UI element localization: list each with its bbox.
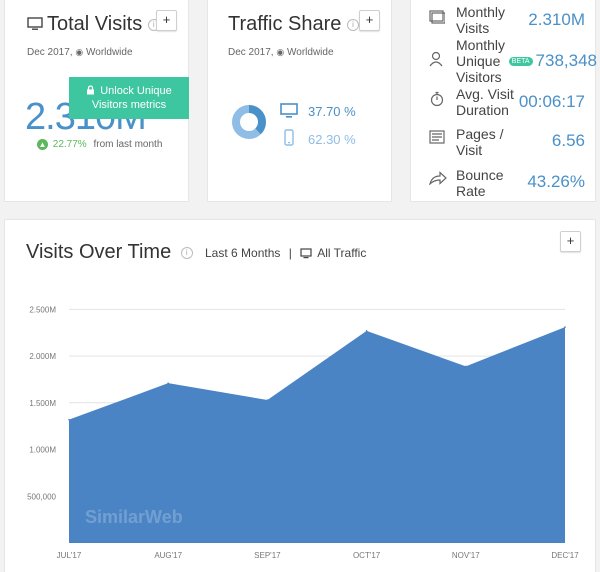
mobile-share-row: 62.30 %: [280, 129, 356, 147]
total-visits-title-row: Total Visits i: [27, 13, 160, 36]
total-visits-change: ▲ 22.77% from last month: [37, 139, 162, 150]
x-tick-label: OCT'17: [353, 551, 381, 560]
unlock-unique-visitors-button[interactable]: Unlock Unique Visitors metrics: [69, 77, 189, 119]
user-icon: [429, 51, 443, 67]
y-tick-label: 1.000M: [29, 446, 56, 455]
metric-label: Pages / Visit: [456, 126, 504, 158]
mobile-share-value: 62.30 %: [308, 132, 356, 147]
monitor-icon: [429, 10, 445, 24]
traffic-share-card: Traffic Share i + Dec 2017, ◉ Worldwide …: [207, 0, 392, 202]
total-visits-add-button[interactable]: +: [156, 10, 177, 31]
metric-value: 43.26%: [527, 172, 585, 191]
metric-value: 2.310M: [528, 10, 585, 29]
metric-label: Avg. Visit Duration: [456, 86, 514, 118]
unlock-line-1: Unlock Unique: [100, 85, 172, 97]
change-text: from last month: [93, 139, 163, 151]
y-tick-label: 1.500M: [29, 399, 56, 408]
visits-area-series: [69, 327, 565, 543]
subtitle-region: Worldwide: [287, 47, 334, 58]
globe-icon: ◉: [276, 47, 285, 57]
metric-value-row: BETA 738,348: [508, 51, 597, 71]
desktop-share-row: 37.70 %: [280, 103, 356, 119]
visits-area-chart: 500,000 1.000M 1.500M 2.000M 2.500M SimilarWe…: [27, 305, 579, 560]
donut-slice-mobile: [232, 105, 266, 139]
metric-label: Monthly Unique Visitors: [456, 37, 506, 85]
traffic-share-title-row: Traffic Share i: [228, 13, 359, 36]
metric-bounce-rate: Bounce Rate 43.26%: [411, 167, 597, 201]
range-filter[interactable]: Last 6 Months: [205, 246, 281, 260]
y-tick-label: 2.000M: [29, 352, 56, 361]
visits-over-time-title: Visits Over Time: [26, 241, 172, 263]
y-tick-label: 2.500M: [29, 305, 56, 314]
traffic-share-title: Traffic Share: [228, 13, 342, 35]
visits-over-time-card: Visits Over Time i Last 6 Months | All T…: [4, 219, 596, 572]
traffic-share-add-button[interactable]: +: [359, 10, 380, 31]
x-tick-label: SEP'17: [254, 551, 281, 560]
visits-chart-add-button[interactable]: +: [560, 231, 581, 252]
metric-unique-visitors: Monthly Unique Visitors BETA 738,348: [411, 37, 597, 87]
traffic-share-donut: [232, 105, 266, 139]
total-visits-subtitle: Dec 2017, ◉ Worldwide: [27, 47, 133, 58]
x-tick-label: AUG'17: [154, 551, 182, 560]
total-visits-card: Total Visits i + Dec 2017, ◉ Worldwide 2…: [4, 0, 189, 202]
x-tick-label: DEC'17: [551, 551, 579, 560]
globe-icon: ◉: [75, 47, 84, 57]
data-point[interactable]: [365, 330, 368, 332]
share-arrow-icon: [429, 171, 447, 185]
info-icon[interactable]: i: [346, 18, 359, 31]
data-point[interactable]: [465, 365, 467, 368]
desktop-icon: [300, 248, 312, 259]
visits-over-time-title-row: Visits Over Time i: [26, 241, 193, 264]
data-point[interactable]: [167, 382, 169, 384]
metric-pages-per-visit: Pages / Visit 6.56: [411, 126, 597, 160]
desktop-icon: [280, 103, 298, 118]
metric-value: 00:06:17: [518, 92, 585, 111]
chart-filters: Last 6 Months | All Traffic: [205, 246, 366, 260]
pages-icon: [429, 130, 445, 144]
arrow-up-icon: ▲: [37, 139, 48, 150]
metric-monthly-visits: Monthly Visits 2.310M: [411, 4, 597, 38]
total-visits-title: Total Visits: [47, 13, 143, 35]
lock-icon: [87, 85, 95, 95]
change-percent: 22.77%: [52, 139, 87, 151]
mobile-icon: [284, 129, 294, 146]
similarweb-watermark: SimilarWeb: [85, 507, 183, 527]
metric-value: 6.56: [551, 131, 585, 150]
x-tick-label: NOV'17: [452, 551, 480, 560]
traffic-share-subtitle: Dec 2017, ◉ Worldwide: [228, 47, 334, 58]
metric-value: 738,348: [535, 51, 597, 70]
data-point[interactable]: [564, 326, 566, 328]
traffic-filter[interactable]: All Traffic: [317, 246, 367, 260]
data-point[interactable]: [68, 418, 70, 421]
metric-avg-visit-duration: Avg. Visit Duration 00:06:17: [411, 86, 597, 120]
subtitle-date: Dec 2017,: [27, 47, 73, 58]
filter-separator: |: [288, 246, 292, 260]
info-icon[interactable]: i: [180, 246, 193, 259]
engagement-metrics-card: Monthly Visits 2.310M Monthly Unique Vis…: [410, 0, 597, 202]
beta-badge: BETA: [508, 57, 533, 67]
subtitle-date: Dec 2017,: [228, 47, 274, 58]
x-tick-label: JUL'17: [57, 551, 82, 560]
metric-label: Bounce Rate: [456, 167, 504, 199]
stopwatch-icon: [430, 91, 444, 107]
desktop-share-value: 37.70 %: [308, 104, 356, 119]
metric-label: Monthly Visits: [456, 4, 506, 36]
desktop-icon: [27, 17, 43, 30]
data-point[interactable]: [266, 399, 269, 401]
y-tick-label: 500,000: [27, 492, 56, 501]
subtitle-region: Worldwide: [86, 47, 133, 58]
unlock-line-2: Visitors metrics: [91, 99, 167, 111]
